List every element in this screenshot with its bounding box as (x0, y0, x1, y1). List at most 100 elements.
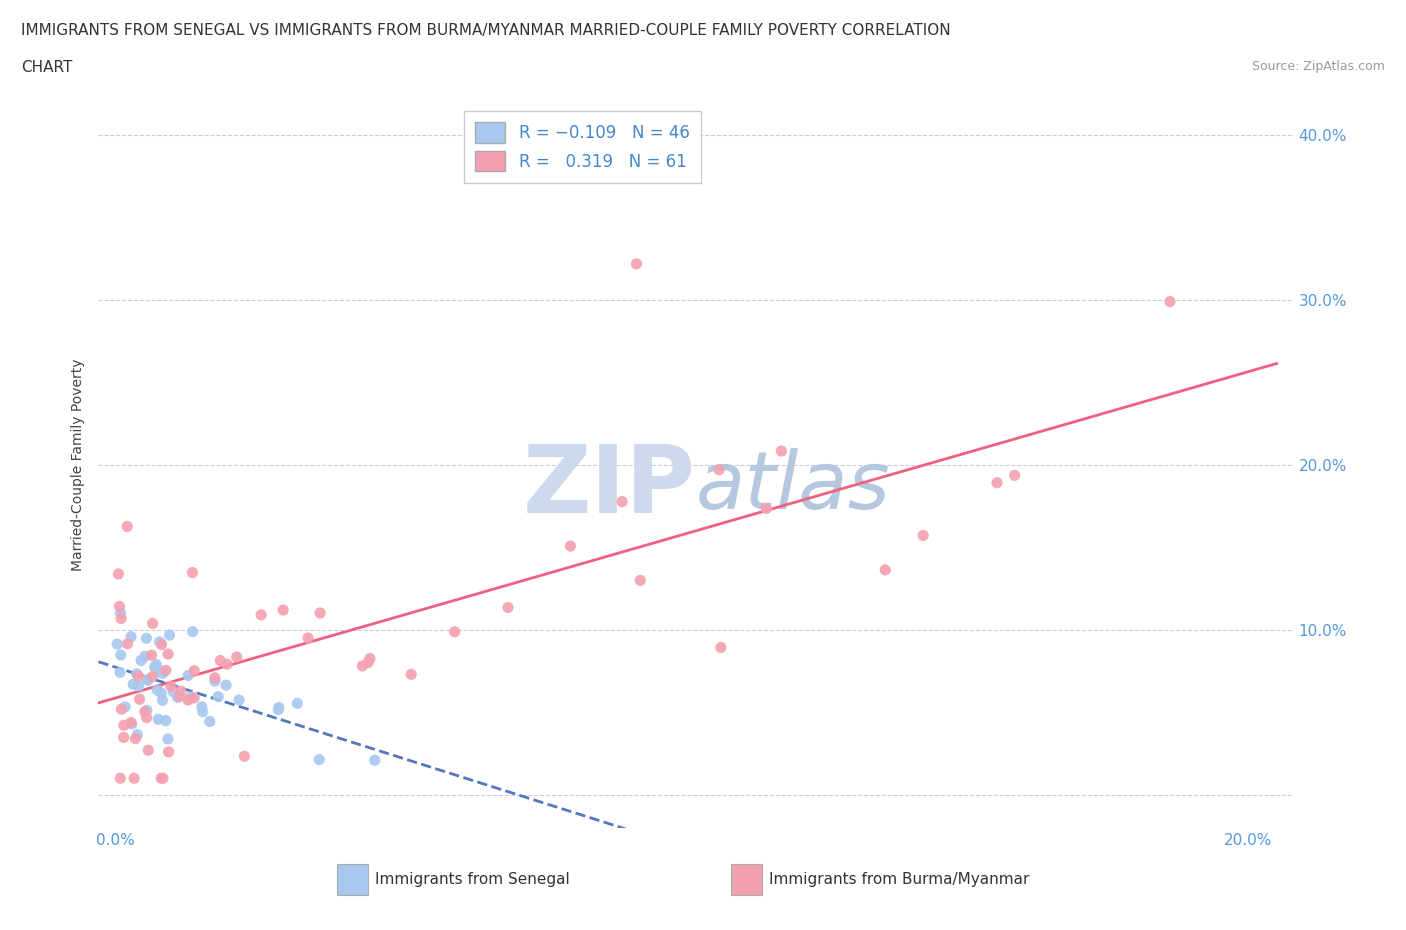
Point (181, 565, 204, 580)
Point (152, 693, 174, 708)
Point (267, 702, 290, 717)
Point (127, 727, 149, 742)
Point (134, 649, 156, 664)
Point (755, 501, 778, 516)
Point (152, 666, 174, 681)
Point (112, 730, 135, 745)
Point (297, 631, 319, 645)
Point (225, 649, 247, 664)
Point (770, 444, 793, 458)
Point (150, 771, 173, 786)
Point (233, 749, 256, 764)
Point (181, 624, 204, 639)
Point (443, 624, 465, 639)
Point (128, 692, 150, 707)
Point (156, 732, 179, 747)
Text: Source: ZipAtlas.com: Source: ZipAtlas.com (1251, 60, 1385, 73)
Point (157, 646, 180, 661)
Point (285, 696, 308, 711)
Point (364, 752, 387, 767)
Point (215, 678, 238, 693)
Point (121, 716, 143, 731)
Point (142, 616, 165, 631)
Point (309, 605, 332, 620)
Point (120, 715, 142, 730)
Point (141, 670, 163, 684)
Point (207, 689, 229, 704)
Point (180, 689, 202, 704)
Point (110, 701, 132, 716)
Point (157, 745, 180, 760)
Point (228, 693, 250, 708)
Point (170, 684, 193, 698)
Point (110, 647, 132, 662)
Point (166, 690, 188, 705)
Point (110, 605, 132, 620)
Point (122, 771, 145, 786)
Point (183, 690, 205, 705)
Point (135, 631, 157, 645)
Point (143, 659, 166, 674)
Point (160, 679, 183, 694)
Point (912, 528, 935, 543)
Point (108, 665, 131, 680)
Point (159, 628, 181, 643)
Point (610, 494, 633, 509)
Point (155, 663, 177, 678)
Point (710, 640, 733, 655)
Point (150, 685, 173, 700)
Point (986, 475, 1008, 490)
Point (136, 743, 159, 758)
Point (628, 573, 651, 588)
Point (155, 713, 177, 728)
Point (204, 673, 226, 688)
Point (117, 636, 139, 651)
Point (1004, 468, 1026, 483)
Point (141, 647, 163, 662)
Point (177, 668, 200, 683)
Point (875, 563, 897, 578)
Point (112, 718, 135, 733)
Point (191, 699, 214, 714)
Text: CHART: CHART (21, 60, 73, 75)
Point (125, 667, 148, 682)
Point (198, 714, 221, 729)
Point (217, 657, 239, 671)
Point (399, 667, 422, 682)
Point (146, 683, 169, 698)
Point (145, 658, 167, 672)
Point (308, 752, 330, 767)
Point (105, 637, 128, 652)
Point (271, 603, 294, 618)
Point (110, 611, 132, 626)
Point (1159, 294, 1181, 309)
Point (110, 771, 132, 786)
Point (135, 703, 157, 718)
Text: Immigrants from Burma/Myanmar: Immigrants from Burma/Myanmar (769, 871, 1029, 886)
Point (707, 462, 730, 477)
Point (359, 651, 381, 666)
Point (267, 700, 290, 715)
Point (183, 663, 205, 678)
Point (135, 711, 157, 725)
Point (167, 689, 190, 704)
Point (560, 538, 582, 553)
Point (136, 672, 159, 687)
Point (177, 693, 200, 708)
Point (128, 679, 150, 694)
Point (127, 669, 149, 684)
Point (204, 671, 226, 685)
Text: Immigrants from Senegal: Immigrants from Senegal (375, 871, 571, 886)
Legend: R = −0.109   N = 46, R =   0.319   N = 61: R = −0.109 N = 46, R = 0.319 N = 61 (464, 111, 702, 183)
Point (145, 662, 167, 677)
Point (148, 711, 170, 726)
Point (108, 599, 131, 614)
Point (107, 566, 129, 581)
Point (148, 634, 170, 649)
Point (209, 653, 232, 668)
Point (626, 257, 648, 272)
Point (191, 704, 214, 719)
Text: atlas: atlas (696, 447, 891, 525)
Point (162, 684, 184, 699)
Point (115, 519, 138, 534)
